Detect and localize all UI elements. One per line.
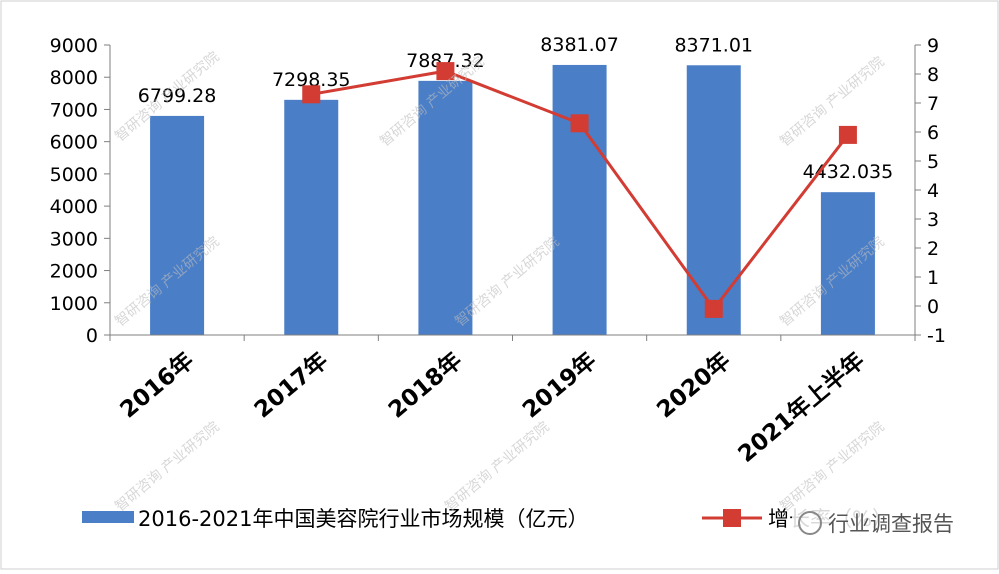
left-tick-label: 4000 (50, 196, 98, 218)
right-tick-label: 8 (927, 64, 939, 86)
bar-value-label: 4432.035 (803, 161, 894, 183)
axes-layer: 0 1000 2000 3000 4000 5000 6000 7000 8000 9000 -1 0… (50, 35, 946, 347)
bar-2019年 (552, 64, 607, 335)
right-tick-label: 5 (927, 151, 939, 173)
bar-value-label: 7887.32 (406, 50, 485, 72)
badge-background (792, 506, 982, 540)
bar-2018年 (418, 80, 473, 335)
bar-2020年 (686, 65, 741, 335)
legend: 2016-2021年中国美容院行业市场规模（亿元）增长率（%） (82, 507, 893, 531)
left-tick-label: 6000 (50, 132, 98, 154)
growth-rate-point (838, 125, 857, 144)
left-tick-label: 2000 (50, 261, 98, 283)
right-tick-label: 7 (927, 93, 939, 115)
right-tick-label: 3 (927, 209, 939, 231)
bars-layer (150, 64, 875, 336)
bar-value-label: 7298.35 (272, 69, 351, 91)
bar-2016年 (150, 115, 205, 336)
bar-value-label: 8371.01 (674, 34, 753, 56)
right-tick-label: 9 (927, 35, 939, 57)
bar-2021年上半年 (820, 192, 875, 335)
right-tick-label: -1 (927, 325, 946, 347)
left-tick-label: 9000 (50, 35, 98, 57)
legend-bar-label: 2016-2021年中国美容院行业市场规模（亿元） (138, 507, 588, 531)
growth-rate-point (704, 299, 723, 318)
growth-rate-point (570, 114, 589, 133)
line-layer (302, 62, 857, 318)
bar-value-label: 6799.28 (138, 85, 217, 107)
badge-text: 行业调查报告 (828, 512, 954, 536)
left-tick-label: 3000 (50, 228, 98, 250)
right-tick-label: 4 (927, 180, 939, 202)
growth-rate-point (436, 62, 455, 81)
left-tick-label: 8000 (50, 67, 98, 89)
wechat-icon (798, 511, 822, 535)
right-tick-label: 6 (927, 122, 939, 144)
legend-line-marker (723, 509, 741, 527)
left-tick-label: 7000 (50, 99, 98, 121)
right-tick-label: 2 (927, 238, 939, 260)
bar-labels-layer: 6799.28 7298.35 7887.32 8381.07 8371.01 4432.… (138, 34, 893, 183)
growth-rate-point (302, 85, 321, 104)
bar-2017年 (284, 99, 339, 335)
legend-bar-swatch (82, 511, 134, 523)
left-tick-label: 5000 (50, 164, 98, 186)
left-tick-label: 0 (86, 325, 98, 347)
left-tick-label: 1000 (50, 293, 98, 315)
bar-value-label: 8381.07 (540, 34, 619, 56)
right-tick-label: 1 (927, 267, 939, 289)
right-tick-label: 0 (927, 296, 939, 318)
